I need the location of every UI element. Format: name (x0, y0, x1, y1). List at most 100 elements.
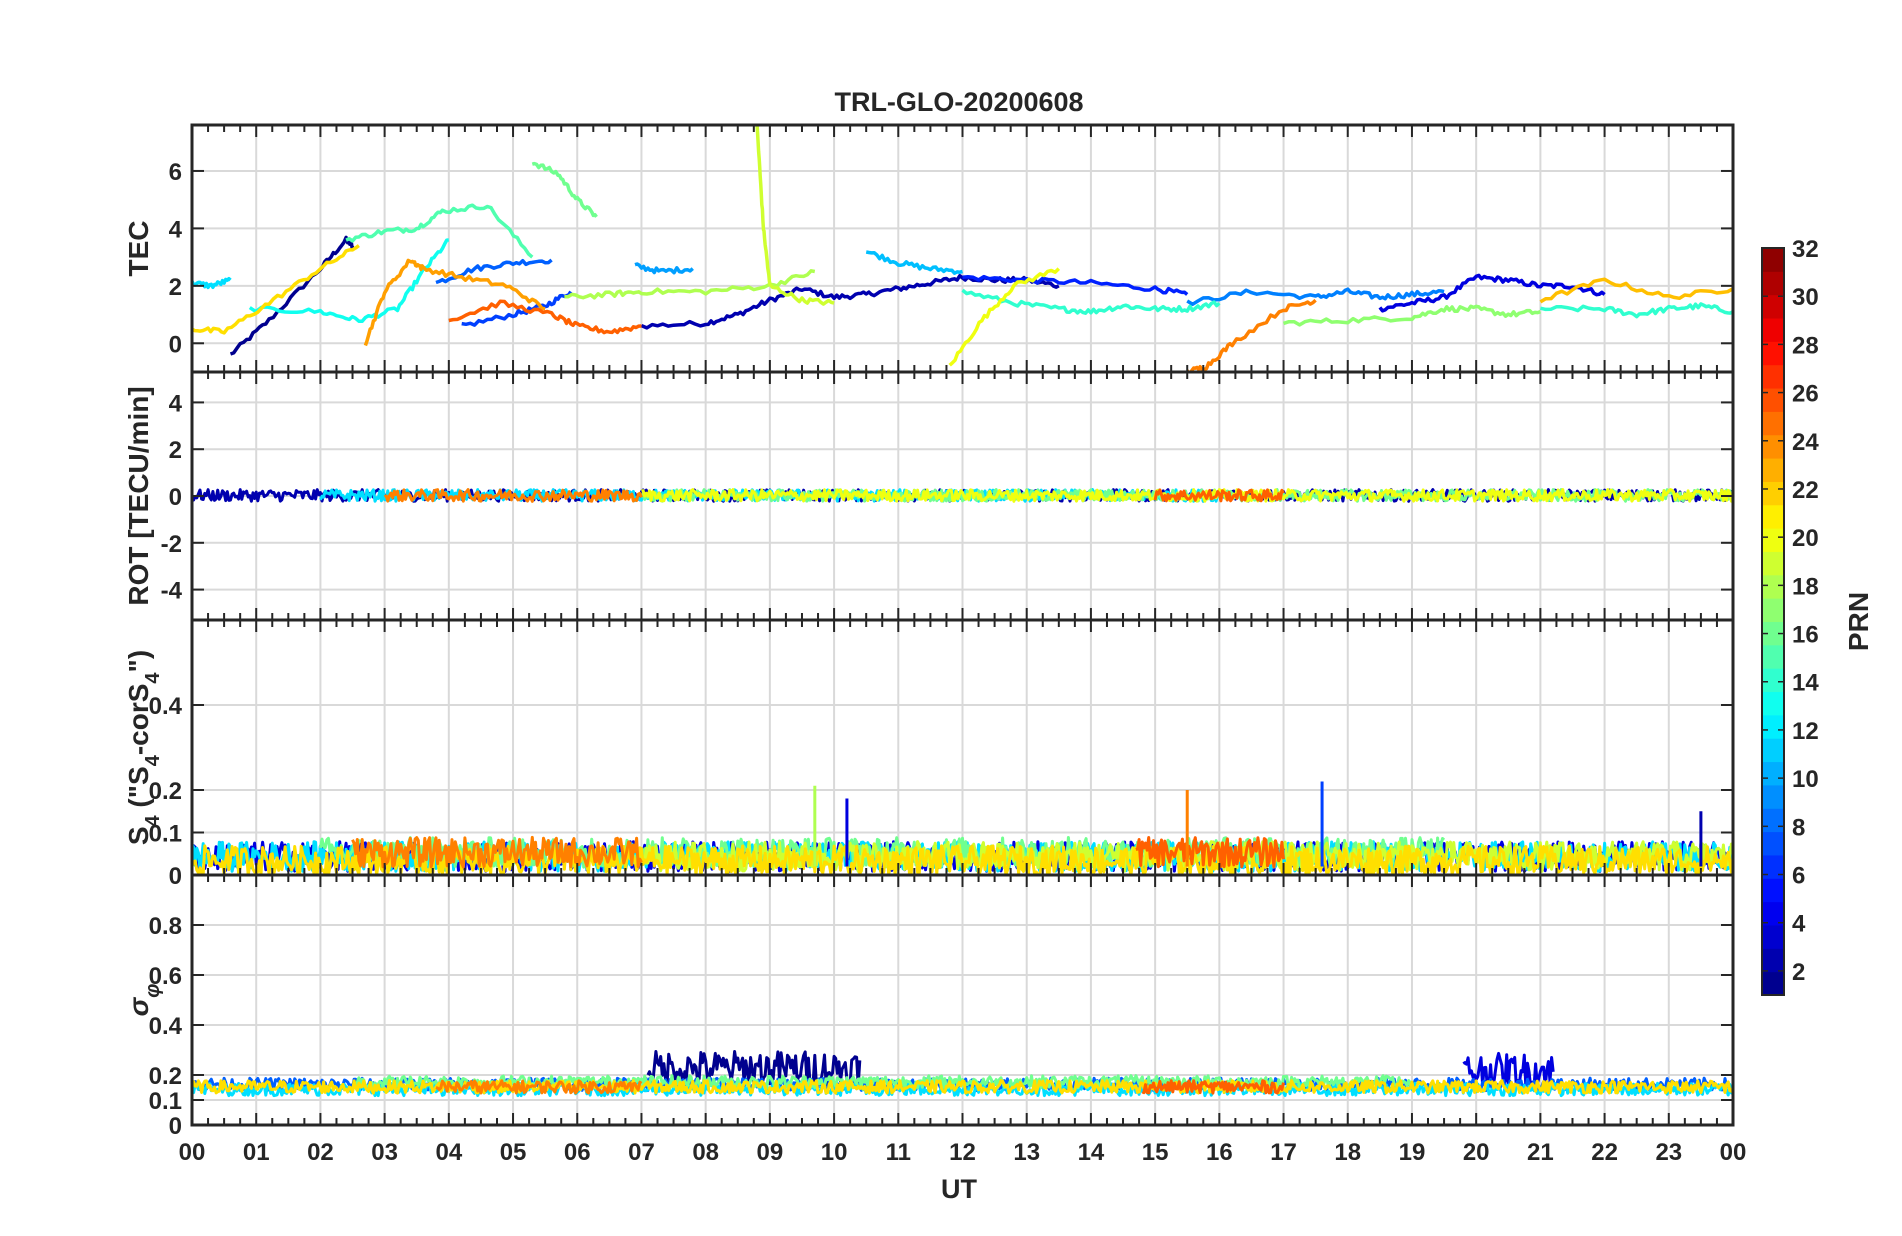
colorbar-segment (1762, 551, 1784, 576)
colorbar-segment (1762, 924, 1784, 949)
panel-1: 0 2 4 6 TEC (123, 123, 1735, 374)
y-tick-label: 4 (169, 390, 183, 417)
x-tick-label: 03 (371, 1139, 398, 1166)
series-line-prn-4 (962, 274, 1189, 296)
panel-2: -4 -2 0 2 4 ROT [TECU/min] (123, 370, 1735, 622)
colorbar-segment (1762, 294, 1784, 319)
colorbar-tick-label: 12 (1792, 718, 1819, 745)
colorbar-segment (1762, 318, 1784, 342)
series-line-prn-20 (641, 488, 1733, 503)
colorbar-tick-label: 2 (1792, 959, 1805, 986)
x-tick-label: 00 (1720, 1139, 1747, 1166)
x-tick-label: 01 (243, 1139, 270, 1166)
y-tick-label: 0.4 (149, 693, 183, 720)
colorbar-tick-label: 28 (1792, 332, 1819, 359)
colorbar-segment (1762, 434, 1784, 459)
x-tick-label: 19 (1399, 1139, 1426, 1166)
colorbar-segment (1762, 341, 1784, 366)
colorbar-segment (1762, 411, 1784, 436)
series-line-prn-14 (961, 288, 1221, 315)
x-tick-label: 18 (1334, 1139, 1361, 1166)
colorbar-segment (1762, 364, 1784, 389)
x-tick-label: 07 (628, 1139, 655, 1166)
series-line-prn-24 (1185, 298, 1317, 372)
x-tick-label: 22 (1591, 1139, 1618, 1166)
series-line-prn-3 (1378, 273, 1606, 313)
colorbar-segment (1762, 971, 1784, 996)
x-tick-label: 21 (1527, 1139, 1554, 1166)
colorbar-segment (1762, 574, 1784, 599)
y-tick-label: -2 (161, 531, 182, 558)
y-label-phi: φ (142, 984, 164, 998)
y-axis-label: S4 ("S4-corS4") (123, 650, 164, 845)
y-tick-label: 0.1 (149, 1088, 182, 1115)
x-tick-label: 13 (1013, 1139, 1040, 1166)
series-line-prn-7 (1186, 287, 1445, 307)
series-layer (192, 1050, 1733, 1098)
colorbar-tick-label: 6 (1792, 863, 1805, 890)
series-line-prn-8 (634, 262, 694, 275)
x-axis-label: UT (941, 1174, 977, 1204)
panel-4: 00.10.2 0.4 0.6 0.8 σφ (123, 873, 1735, 1140)
y-tick-label: 0 (169, 484, 182, 511)
y-tick-label: 0.4 (149, 1013, 183, 1040)
y-axis-label: σφ (123, 984, 164, 1017)
series-line-prn-20 (948, 267, 1061, 367)
y-tick-label: 0.8 (149, 913, 182, 940)
x-tick-label: 16 (1206, 1139, 1233, 1166)
series-line-prn-25 (1141, 1079, 1285, 1095)
colorbar-segment (1762, 644, 1784, 669)
colorbar-segment (1762, 481, 1784, 506)
series-line-prn-18 (564, 269, 816, 300)
x-tick-label: 15 (1142, 1139, 1169, 1166)
colorbar-label: PRN (1843, 592, 1874, 651)
series-line-prn-15 (345, 203, 534, 259)
series-line-prn-24 (351, 835, 643, 869)
x-tick-label: 08 (692, 1139, 719, 1166)
colorbar-segment (1762, 388, 1784, 412)
colorbar-tick-label: 24 (1792, 429, 1819, 456)
colorbar-segment (1762, 528, 1784, 552)
colorbar-segment (1762, 691, 1784, 716)
colorbar-tick-label: 22 (1792, 477, 1819, 504)
x-tick-label: 12 (949, 1139, 976, 1166)
y-tick-label: 0.2 (149, 1063, 182, 1090)
y-tick-label: 0 (169, 1113, 182, 1140)
series-line-prn-5 (461, 290, 573, 327)
y-tick-label: 0.2 (149, 778, 182, 805)
colorbar-segment (1762, 504, 1784, 529)
x-tick-label: 11 (886, 1139, 911, 1166)
colorbar-tick-label: 30 (1792, 284, 1819, 311)
series-layer (192, 125, 1733, 372)
series-line-prn-23 (363, 258, 546, 347)
y-label-subscript: 4 (142, 672, 164, 684)
y-tick-label: 0.1 (149, 821, 182, 848)
series-line-prn-11 (248, 238, 450, 324)
series-line-prn-25 (448, 299, 642, 335)
x-tick-label: 14 (1078, 1139, 1105, 1166)
colorbar-segment (1762, 248, 1784, 272)
series-line-prn-17 (1282, 304, 1541, 327)
series-line-prn-12 (1540, 302, 1733, 319)
x-tick-label: 17 (1270, 1139, 1297, 1166)
colorbar-segment (1762, 831, 1784, 856)
colorbar-frame (1761, 247, 1785, 996)
x-tick-label: 00 (179, 1139, 206, 1166)
series-line-prn-2 (640, 273, 1060, 330)
series-line-prn-9 (865, 250, 963, 275)
series-line-prn-10 (192, 276, 232, 290)
chart-title: TRL-GLO-20200608 (834, 87, 1083, 117)
y-axis-label: TEC (123, 221, 154, 277)
y-tick-label: 0 (169, 331, 182, 358)
series-line-prn-21 (192, 1079, 1733, 1095)
colorbar-segment (1762, 784, 1784, 809)
y-tick-label: 2 (169, 274, 182, 301)
colorbar-tick-label: 20 (1792, 525, 1819, 552)
colorbar-segment (1762, 901, 1784, 926)
colorbar-tick-label: 8 (1792, 814, 1805, 841)
colorbar-tick-label: 26 (1792, 381, 1819, 408)
y-label-part: -corS (123, 684, 154, 756)
